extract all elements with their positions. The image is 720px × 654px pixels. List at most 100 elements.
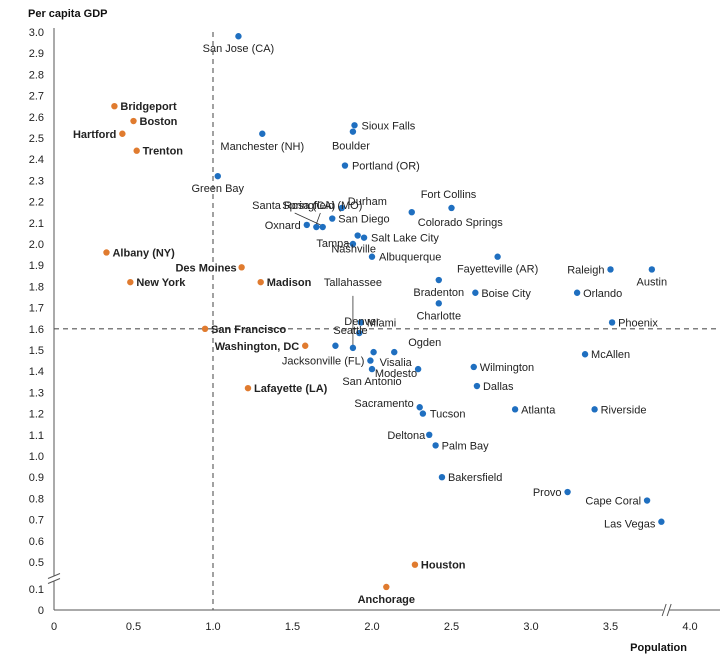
- label-leader-line: [294, 212, 321, 226]
- data-point: [103, 249, 110, 256]
- data-point: [357, 319, 365, 326]
- point-label: San Francisco: [211, 324, 286, 336]
- data-point: [472, 289, 479, 296]
- point-label: Austin: [637, 276, 668, 288]
- point-label: Fayetteville (AR): [457, 264, 538, 276]
- data-point: [426, 431, 433, 438]
- point-label: Boulder: [332, 141, 370, 153]
- data-point: [111, 103, 118, 110]
- reference-lines: [54, 32, 720, 610]
- y-tick-label: 2.0: [29, 239, 44, 251]
- data-point: [201, 325, 209, 332]
- data-point: [408, 209, 415, 216]
- x-tick-label: 0: [51, 621, 57, 633]
- y-tick-label: 0.8: [29, 493, 44, 505]
- y-tick-label: 2.6: [29, 112, 44, 124]
- point-label: Bridgeport: [120, 101, 177, 113]
- data-point: [367, 357, 374, 364]
- data-point: [419, 410, 427, 417]
- point-label: Phoenix: [618, 317, 658, 329]
- data-point: [332, 342, 339, 349]
- data-point: [259, 130, 266, 137]
- data-point: [414, 365, 422, 373]
- data-point: [354, 232, 361, 239]
- data-point: [329, 215, 336, 222]
- point-label: Wilmington: [480, 362, 534, 374]
- y-tick-label: 2.7: [29, 91, 44, 103]
- x-tick-label: 2.5: [444, 621, 459, 633]
- data-point: [448, 204, 455, 212]
- point-label: Jacksonville (FL): [282, 356, 365, 368]
- data-point: [607, 266, 614, 273]
- x-axis-break-mark: [661, 603, 672, 617]
- point-label: Bradenton: [413, 287, 464, 299]
- y-tick-label: 0: [38, 605, 44, 617]
- point-label: San Antonio: [342, 376, 401, 388]
- data-point: [438, 474, 446, 481]
- point-label: Lafayette (LA): [254, 383, 328, 395]
- y-tick-label: 3.0: [29, 27, 44, 39]
- point-label: Madison: [267, 277, 312, 289]
- point-label: Riverside: [601, 404, 647, 416]
- data-point: [349, 240, 357, 248]
- data-point: [368, 253, 376, 260]
- point-label: Denver: [344, 316, 380, 328]
- data-point: [608, 319, 616, 326]
- y-axis-title: Per capita GDP: [28, 8, 107, 20]
- y-tick-label: 2.8: [29, 69, 44, 81]
- point-label: Des Moines: [175, 262, 236, 274]
- x-tick-label: 0.5: [126, 621, 141, 633]
- y-tick-label: 2.3: [29, 175, 44, 187]
- data-point: [435, 300, 442, 307]
- data-point: [470, 363, 477, 371]
- point-label: Portland (OR): [352, 161, 420, 173]
- point-label: Cape Coral: [585, 496, 641, 508]
- x-tick-label: 3.5: [603, 621, 618, 633]
- data-point: [349, 344, 357, 352]
- data-point: [130, 117, 137, 125]
- point-label: McAllen: [591, 349, 630, 361]
- point-label: Boston: [140, 116, 178, 128]
- point-label: Durham: [348, 196, 387, 208]
- point-label: Charlotte: [416, 310, 461, 322]
- point-label: Tallahassee: [324, 277, 382, 289]
- point-label: Sioux Falls: [362, 120, 416, 132]
- y-tick-label: 1.1: [29, 430, 44, 442]
- y-tick-label: 1.3: [29, 387, 44, 399]
- y-tick-label: 1.4: [29, 366, 44, 378]
- data-point: [411, 561, 419, 568]
- data-point: [356, 329, 363, 337]
- data-point: [511, 406, 519, 413]
- y-tick-label: 1.5: [29, 345, 44, 357]
- data-point: [591, 406, 598, 413]
- point-label: Visalia: [380, 357, 413, 369]
- data-point: [581, 351, 589, 358]
- y-tick-label: 2.9: [29, 48, 44, 60]
- point-label: Santa Rosa (CA): [252, 200, 335, 212]
- point-label: Miami: [367, 317, 396, 329]
- x-axis-break-gap: [663, 604, 670, 616]
- point-label: Green Bay: [191, 183, 244, 195]
- axes: [47, 28, 720, 617]
- point-label: Nashville: [331, 244, 376, 256]
- data-point: [319, 223, 326, 231]
- data-point: [351, 122, 358, 129]
- data-point: [341, 162, 349, 169]
- point-label: Palm Bay: [442, 440, 490, 452]
- point-label: Springfield (MO): [282, 200, 362, 212]
- data-point: [383, 583, 390, 591]
- data-point: [235, 33, 242, 40]
- data-point: [127, 278, 134, 286]
- y-tick-label: 0.5: [29, 557, 44, 569]
- data-point: [564, 488, 571, 496]
- point-label: Washington, DC: [215, 341, 300, 353]
- point-label: Seattle: [333, 325, 367, 337]
- data-point: [643, 497, 651, 504]
- point-label: Oxnard: [265, 220, 301, 232]
- point-label: Deltona: [387, 430, 426, 442]
- data-point: [360, 234, 368, 241]
- y-tick-label: 0.1: [29, 584, 44, 596]
- data-point: [302, 342, 309, 349]
- point-label: Dallas: [483, 381, 514, 393]
